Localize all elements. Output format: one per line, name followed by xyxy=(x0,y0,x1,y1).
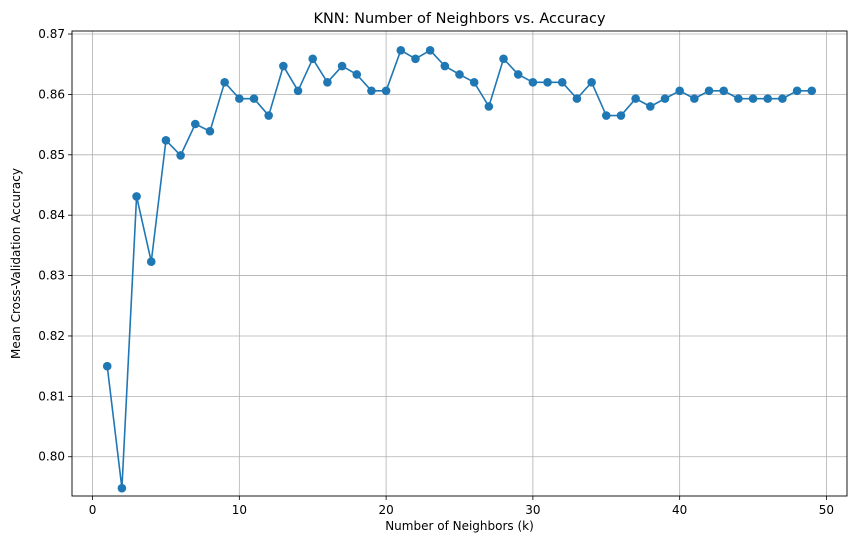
plot-frame xyxy=(71,30,848,497)
data-point xyxy=(205,126,215,136)
data-point xyxy=(264,111,273,120)
y-tick-label: 0.83 xyxy=(38,269,65,283)
data-point xyxy=(279,61,288,71)
data-point xyxy=(381,86,391,96)
x-tick-label: 0 xyxy=(89,503,97,517)
data-point xyxy=(616,111,626,120)
data-point xyxy=(734,94,743,103)
data-point xyxy=(190,119,200,129)
y-axis-label: Mean Cross-Validation Accuracy xyxy=(9,168,23,359)
data-point xyxy=(293,86,303,96)
data-point xyxy=(455,70,464,79)
data-point xyxy=(132,192,141,201)
data-point xyxy=(557,78,567,87)
x-tick-label: 40 xyxy=(672,503,687,517)
data-point xyxy=(690,94,699,103)
data-point xyxy=(396,46,406,55)
data-point xyxy=(161,136,171,145)
chart-title: KNN: Number of Neighbors vs. Accuracy xyxy=(313,11,606,27)
data-point xyxy=(601,111,611,120)
x-tick-label: 20 xyxy=(378,503,393,517)
x-tick-label: 50 xyxy=(819,503,834,517)
data-point xyxy=(660,94,670,103)
data-point xyxy=(778,94,787,103)
data-point xyxy=(146,257,156,266)
data-point xyxy=(323,78,332,87)
data-point xyxy=(235,94,244,103)
data-point xyxy=(176,151,185,160)
data-point xyxy=(102,361,112,371)
y-tick-label: 0.87 xyxy=(38,27,65,41)
data-point xyxy=(631,94,640,103)
data-point xyxy=(469,78,479,87)
data-point xyxy=(646,102,655,111)
y-tick-label: 0.85 xyxy=(38,148,65,162)
data-point xyxy=(675,86,684,96)
data-point xyxy=(220,78,229,87)
ticks: 0 10 20 30 40 50 0.80 0.81 0.82 0.83 0.84 0.85 0.86 0… xyxy=(38,27,834,517)
data-point xyxy=(513,70,523,79)
y-tick-label: 0.82 xyxy=(38,329,65,343)
data-point xyxy=(499,54,508,64)
data-point xyxy=(367,86,376,96)
data-point xyxy=(308,54,318,64)
data-point xyxy=(352,70,362,79)
data-point xyxy=(587,78,596,87)
x-tick-label: 10 xyxy=(232,503,247,517)
data-point xyxy=(807,86,817,96)
data-point xyxy=(440,61,450,71)
data-point xyxy=(411,54,420,64)
data-point xyxy=(572,94,582,103)
data-point xyxy=(117,483,127,493)
data-point xyxy=(484,102,494,111)
data-point xyxy=(719,86,729,96)
y-tick-label: 0.80 xyxy=(38,450,65,464)
data-point xyxy=(528,78,538,87)
data-point xyxy=(748,94,758,103)
data-point xyxy=(704,86,714,96)
x-axis-label: Number of Neighbors (k) xyxy=(385,519,534,533)
y-tick-label: 0.86 xyxy=(38,87,65,101)
y-tick-label: 0.81 xyxy=(38,389,65,403)
x-tick-label: 30 xyxy=(525,503,540,517)
grid xyxy=(72,31,847,496)
series-layer xyxy=(102,46,817,493)
data-point xyxy=(425,46,435,55)
data-point xyxy=(249,94,259,103)
y-tick-label: 0.84 xyxy=(38,208,65,222)
data-point xyxy=(543,78,552,87)
data-point xyxy=(763,94,773,103)
data-point xyxy=(337,61,347,71)
data-point xyxy=(792,86,802,96)
